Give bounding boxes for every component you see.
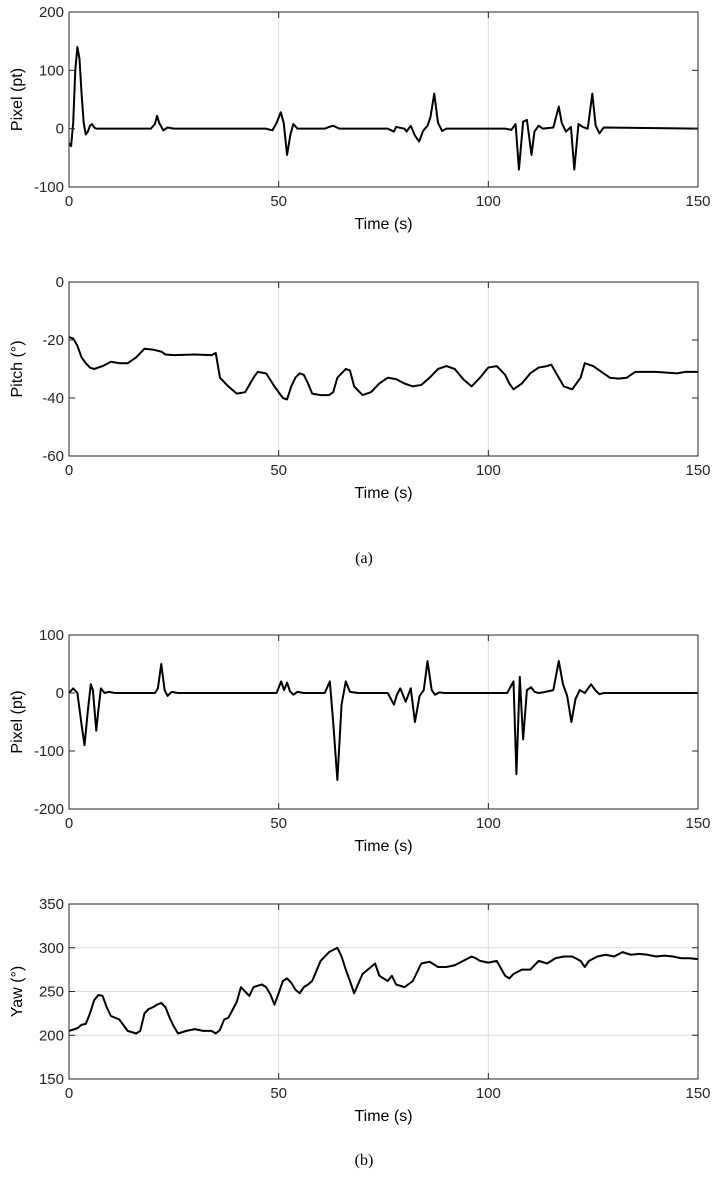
panel-2-x-axis-label: Time (s) — [354, 485, 412, 502]
panel-1-y-axis-label: Pixel (pt) — [9, 68, 26, 131]
panel-3-xtick-label-3: 150 — [685, 815, 710, 832]
panel-1-xtick-label-3: 150 — [685, 193, 710, 210]
panel-4-series-line — [68, 946, 699, 1035]
panel-4-xtick-label-3: 150 — [685, 1085, 710, 1102]
panel-4-ytick-label-0: 150 — [39, 1071, 64, 1088]
caption-b: (b) — [355, 1152, 374, 1169]
panel-4-xtick-label-1: 50 — [270, 1085, 287, 1102]
panel-3-x-axis-label: Time (s) — [354, 838, 412, 855]
panel-2-xtick-label-3: 150 — [685, 462, 710, 479]
caption-a: (a) — [355, 550, 373, 567]
panel-2-xtick-label-2: 100 — [476, 462, 501, 479]
panel-2-ytick-label-3: 0 — [56, 274, 64, 291]
panel-3-series-line — [68, 660, 698, 781]
panel-4-ytick-label-1: 200 — [39, 1027, 64, 1044]
panel-1-ytick-label-1: 0 — [56, 121, 64, 138]
panel-3-plot-area — [69, 635, 698, 809]
panel-3-xtick-label-0: 0 — [65, 815, 73, 832]
panel-3-axes-frame — [68, 634, 699, 810]
panel-2-ytick-label-0: -60 — [42, 448, 64, 465]
panel-2-ytick-label-2: -20 — [42, 332, 64, 349]
panel-4-x-axis-label: Time (s) — [354, 1108, 412, 1125]
panel-1-x-axis-label: Time (s) — [354, 216, 412, 233]
panel-4-ytick-label-4: 350 — [39, 896, 64, 913]
panel-1-ytick-label-2: 100 — [39, 62, 64, 79]
panel-3-ytick-label-3: 100 — [39, 627, 64, 644]
panel-3-y-axis-label: Pixel (pt) — [9, 690, 26, 753]
panel-3-ytick-label-0: -200 — [34, 801, 64, 818]
panel-1-series-line — [68, 46, 699, 171]
panel-1-ytick-label-0: -100 — [34, 179, 64, 196]
panel-2-xtick-label-0: 0 — [65, 462, 73, 479]
panel-1-xtick-label-2: 100 — [476, 193, 501, 210]
panel-2-xtick-label-1: 50 — [270, 462, 287, 479]
panel-1-xtick-label-1: 50 — [270, 193, 287, 210]
panel-1-ytick-label-3: 200 — [39, 4, 64, 21]
panel-2-axes-frame — [68, 281, 699, 457]
panel-1-xtick-label-0: 0 — [65, 193, 73, 210]
panel-4-xtick-label-2: 100 — [476, 1085, 501, 1102]
panel-2-plot-area — [69, 282, 698, 456]
panel-3-ytick-label-1: -100 — [34, 743, 64, 760]
panel-3-xtick-label-2: 100 — [476, 815, 501, 832]
panel-4-ytick-label-3: 300 — [39, 940, 64, 957]
panel-2-series-line — [68, 336, 698, 401]
panel-2-y-axis-label: Pitch (°) — [9, 340, 26, 397]
panel-1-plot-area — [69, 12, 698, 187]
panel-4-xtick-label-0: 0 — [65, 1085, 73, 1102]
panel-4-y-axis-label: Yaw (°) — [9, 966, 26, 1017]
panel-4-ytick-label-2: 250 — [39, 984, 64, 1001]
panel-3-ytick-label-2: 0 — [56, 685, 64, 702]
panel-2-ytick-label-1: -40 — [42, 390, 64, 407]
panel-3-xtick-label-1: 50 — [270, 815, 287, 832]
panel-1-axes-frame — [68, 11, 699, 188]
